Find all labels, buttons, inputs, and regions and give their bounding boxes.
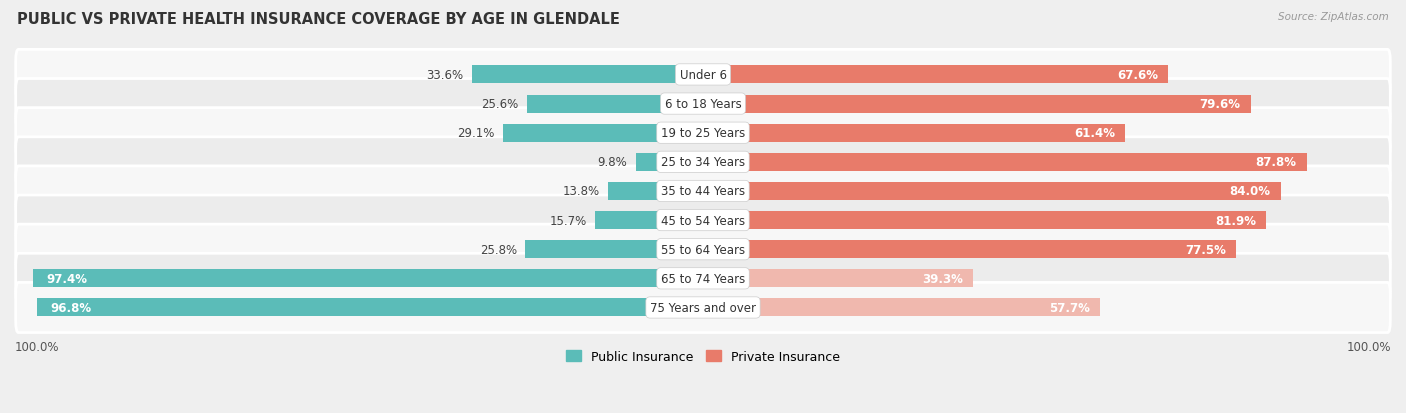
- Text: 15.7%: 15.7%: [550, 214, 586, 227]
- FancyBboxPatch shape: [15, 79, 1391, 129]
- Text: 65 to 74 Years: 65 to 74 Years: [661, 272, 745, 285]
- Bar: [703, 183, 1281, 200]
- Bar: [526, 241, 703, 259]
- Text: 81.9%: 81.9%: [1215, 214, 1256, 227]
- Bar: [703, 270, 973, 288]
- FancyBboxPatch shape: [15, 283, 1391, 333]
- Bar: [703, 241, 1236, 259]
- Text: 45 to 54 Years: 45 to 54 Years: [661, 214, 745, 227]
- Text: 25.6%: 25.6%: [481, 98, 519, 111]
- Text: 77.5%: 77.5%: [1185, 243, 1226, 256]
- Bar: [703, 299, 1099, 317]
- Text: 13.8%: 13.8%: [562, 185, 600, 198]
- Text: 67.6%: 67.6%: [1116, 69, 1157, 82]
- FancyBboxPatch shape: [15, 108, 1391, 158]
- Text: 100.0%: 100.0%: [15, 339, 59, 353]
- Text: 57.7%: 57.7%: [1049, 301, 1090, 314]
- Bar: [636, 153, 703, 171]
- Text: 35 to 44 Years: 35 to 44 Years: [661, 185, 745, 198]
- Text: 84.0%: 84.0%: [1230, 185, 1271, 198]
- Text: 6 to 18 Years: 6 to 18 Years: [665, 98, 741, 111]
- Text: 25.8%: 25.8%: [479, 243, 517, 256]
- Text: 97.4%: 97.4%: [46, 272, 87, 285]
- Text: 29.1%: 29.1%: [457, 127, 495, 140]
- Text: Under 6: Under 6: [679, 69, 727, 82]
- Text: 9.8%: 9.8%: [598, 156, 627, 169]
- Legend: Public Insurance, Private Insurance: Public Insurance, Private Insurance: [567, 350, 839, 363]
- Bar: [607, 183, 703, 200]
- Text: 100.0%: 100.0%: [1347, 339, 1391, 353]
- FancyBboxPatch shape: [15, 254, 1391, 304]
- FancyBboxPatch shape: [15, 225, 1391, 275]
- Text: 25 to 34 Years: 25 to 34 Years: [661, 156, 745, 169]
- Bar: [703, 153, 1308, 171]
- Bar: [703, 124, 1125, 142]
- Text: 55 to 64 Years: 55 to 64 Years: [661, 243, 745, 256]
- Bar: [37, 299, 703, 317]
- Text: PUBLIC VS PRIVATE HEALTH INSURANCE COVERAGE BY AGE IN GLENDALE: PUBLIC VS PRIVATE HEALTH INSURANCE COVER…: [17, 12, 620, 27]
- FancyBboxPatch shape: [15, 138, 1391, 188]
- Bar: [595, 211, 703, 230]
- Text: Source: ZipAtlas.com: Source: ZipAtlas.com: [1278, 12, 1389, 22]
- Text: 87.8%: 87.8%: [1256, 156, 1296, 169]
- FancyBboxPatch shape: [15, 166, 1391, 216]
- Bar: [703, 211, 1267, 230]
- Text: 75 Years and over: 75 Years and over: [650, 301, 756, 314]
- Text: 79.6%: 79.6%: [1199, 98, 1240, 111]
- FancyBboxPatch shape: [15, 195, 1391, 246]
- Text: 96.8%: 96.8%: [51, 301, 91, 314]
- Text: 61.4%: 61.4%: [1074, 127, 1115, 140]
- Text: 33.6%: 33.6%: [426, 69, 464, 82]
- Bar: [703, 95, 1251, 113]
- Bar: [503, 124, 703, 142]
- Bar: [472, 66, 703, 84]
- Text: 19 to 25 Years: 19 to 25 Years: [661, 127, 745, 140]
- Bar: [527, 95, 703, 113]
- Text: 39.3%: 39.3%: [922, 272, 963, 285]
- Bar: [703, 66, 1168, 84]
- FancyBboxPatch shape: [15, 50, 1391, 100]
- Bar: [32, 270, 703, 288]
